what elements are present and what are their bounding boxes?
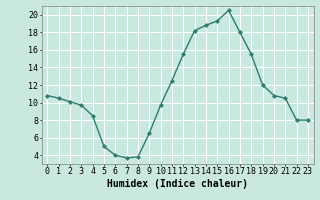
X-axis label: Humidex (Indice chaleur): Humidex (Indice chaleur): [107, 179, 248, 189]
